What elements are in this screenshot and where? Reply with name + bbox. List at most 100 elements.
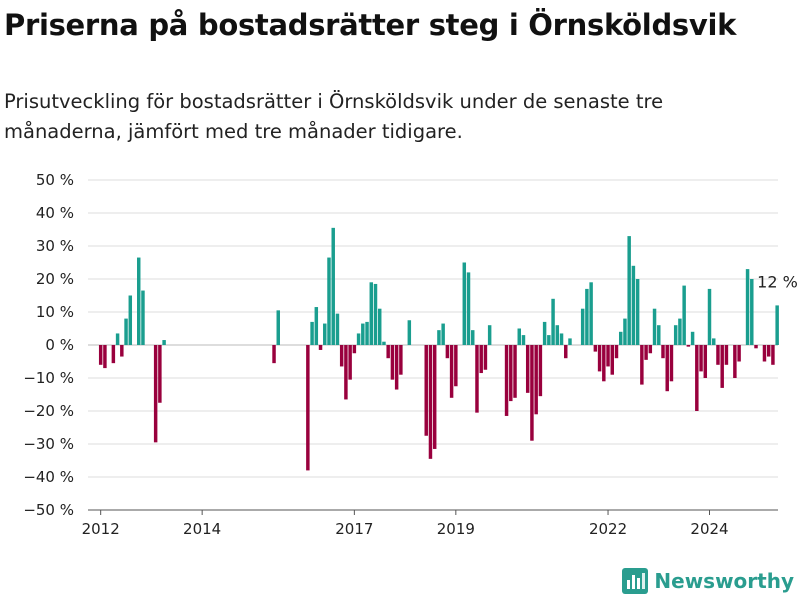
bar [754,345,758,349]
y-tick-label: 20 % [36,270,74,288]
x-tick-label: 2024 [690,520,728,538]
annotation-label: 12 % [757,272,798,291]
bar [610,345,614,375]
bar [703,345,708,378]
bar [712,338,716,345]
bar [551,298,555,345]
bar [441,323,445,345]
bar [318,345,323,350]
bar [314,307,319,345]
bar [103,345,107,369]
bar [356,333,361,345]
x-axis: 2012 2014 2017 2019 2022 2024 [82,509,778,538]
chart-title: Priserna på bostadsrätter steg i Örnsköl… [4,8,737,42]
y-tick-label: −40 % [23,468,74,486]
bar [394,345,399,390]
bar [475,345,479,413]
bar [158,345,162,403]
y-tick-label: 10 % [36,303,74,321]
bar [724,345,729,365]
y-tick-label: 40 % [36,204,74,222]
bar [623,318,627,345]
bar [487,325,492,345]
bar [390,345,395,380]
bar [98,345,103,365]
chart-subtitle: Prisutveckling för bostadsrätter i Örnsk… [4,90,664,143]
bar [335,313,340,345]
bar [323,323,327,345]
bar [585,288,589,345]
bar [661,345,665,359]
bar [120,345,124,357]
bar [606,345,610,367]
bars [98,227,779,471]
bar [344,345,348,400]
bar [407,320,412,345]
bar [762,345,767,362]
bar [462,262,467,345]
bar [635,279,640,345]
bar [530,345,534,441]
y-tick-label: −50 % [23,501,74,519]
brand-logo: Newsworthy [622,568,794,594]
bar [737,345,741,362]
bar [640,345,644,385]
bar [559,333,564,345]
bar [153,345,158,443]
bar [483,345,488,370]
bar [657,325,661,345]
x-tick-label: 2014 [183,520,221,538]
y-tick-label: −20 % [23,402,74,420]
bar [361,323,365,345]
y-tick-label: −30 % [23,435,74,453]
bar [686,345,691,347]
x-tick-label: 2022 [589,520,627,538]
bar-chart-logo-icon [622,568,649,594]
bar [111,345,116,364]
bar [614,345,619,359]
bar [547,335,551,345]
bar [618,331,623,345]
bar [276,310,280,345]
bar [382,341,386,345]
bar [471,330,475,345]
bar [669,345,674,382]
bar [690,331,695,345]
x-tick-label: 2019 [437,520,475,538]
bar [648,345,653,354]
bar [272,345,276,364]
bar [534,345,538,415]
bar [597,345,602,372]
annotation: 12 % [757,272,798,291]
bar [428,345,433,459]
bar-chart: 50 % 40 % 30 % 20 % 10 % 0 % −10 % −20 % −30 % −4… [23,171,798,538]
bar [466,272,471,345]
bar [673,325,678,345]
brand-name: Newsworthy [654,569,794,593]
bar [327,257,331,345]
bar [631,265,636,345]
bar [504,345,509,416]
bar [348,345,352,380]
bar [766,345,771,357]
bar [162,340,166,345]
bar [424,345,428,436]
x-tick-label: 2017 [335,520,373,538]
bar [555,325,560,345]
bar [437,330,441,345]
bar [365,321,369,345]
bar [682,285,686,345]
bar [128,295,133,345]
bar [454,345,458,387]
bar [564,345,568,359]
bar [141,290,145,345]
bar [339,345,344,367]
bar [449,345,454,398]
bar [509,345,513,402]
bar [369,282,374,345]
bar [716,345,720,365]
bar [445,345,450,359]
bar [745,269,750,345]
bar [310,321,314,345]
bar [580,308,585,345]
